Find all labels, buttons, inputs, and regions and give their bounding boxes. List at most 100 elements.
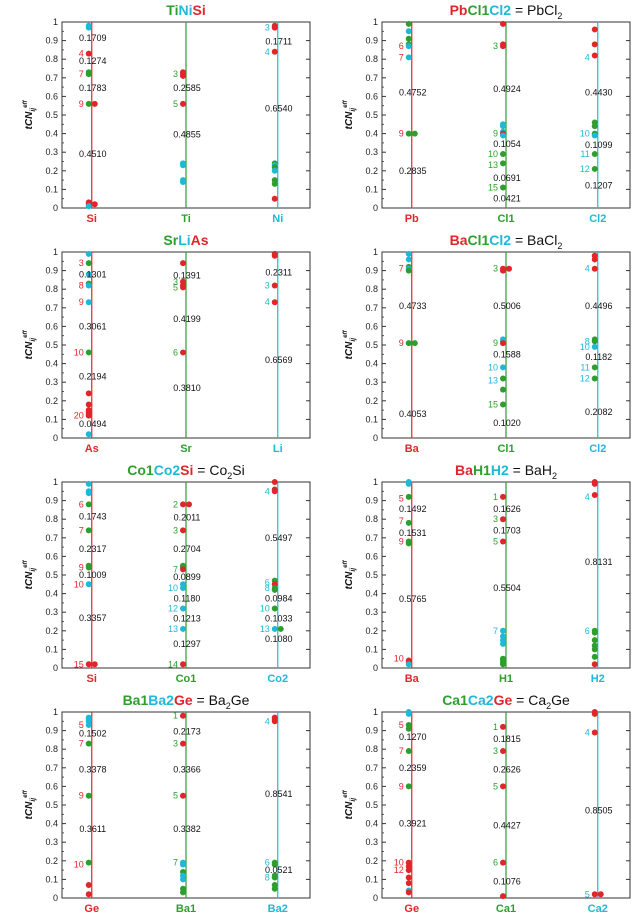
count-label: 4 <box>585 492 590 502</box>
y-axis-label-sup: eff <box>343 330 349 338</box>
y-axis-label-sup: eff <box>343 790 349 798</box>
data-point <box>405 867 412 874</box>
value-label: 0.0421 <box>493 194 521 204</box>
count-label: 5 <box>173 791 178 801</box>
chart-title-part: Si <box>180 462 194 478</box>
data-point <box>180 661 186 668</box>
data-point <box>405 748 412 755</box>
data-point <box>85 740 92 747</box>
data-point <box>85 271 92 278</box>
data-point <box>591 52 598 59</box>
count-label: 3 <box>493 41 498 51</box>
x-category-label: As <box>85 443 99 455</box>
data-point <box>405 250 412 257</box>
data-point <box>85 881 92 888</box>
count-label: 10 <box>580 342 590 352</box>
count-label: 1 <box>493 492 498 502</box>
count-label: 6 <box>265 577 270 587</box>
data-point <box>411 130 418 137</box>
y-tick-label: 0.2 <box>45 396 58 406</box>
y-tick-label: 0.6 <box>365 321 378 331</box>
y-tick-label: 0.4 <box>365 129 378 139</box>
data-point <box>271 180 278 187</box>
y-tick-label: 0.1 <box>45 414 58 424</box>
data-point <box>85 431 92 438</box>
x-category-label: Sr <box>180 443 192 455</box>
y-tick-label: 0.2 <box>45 856 58 866</box>
data-point <box>405 874 412 881</box>
data-point <box>91 100 98 107</box>
y-axis-label-sub: ij <box>350 107 357 112</box>
data-point <box>271 586 278 593</box>
chart-title: Ba1Ba2Ge = Ba2Ge <box>0 692 320 711</box>
value-label: 0.3611 <box>79 824 106 834</box>
data-point <box>405 43 412 50</box>
y-axis-label-sub: ij <box>30 107 37 112</box>
data-point <box>500 184 506 191</box>
value-label: 0.2626 <box>493 765 521 775</box>
y-axis-label-main: tCN <box>24 111 35 130</box>
value-label: 0.0984 <box>265 593 293 603</box>
data-point <box>271 252 278 259</box>
data-point <box>506 265 512 272</box>
chart-title-part: Co1 <box>127 462 154 478</box>
data-point <box>271 479 278 485</box>
x-category-label: Ba2 <box>268 903 288 915</box>
value-label: 0.1213 <box>173 614 201 624</box>
count-label: 7 <box>399 52 404 62</box>
count-label: 3 <box>265 280 270 290</box>
value-label: 0.4199 <box>173 314 201 324</box>
chart-title-part: Li <box>178 232 191 248</box>
data-point <box>271 299 278 306</box>
count-label: 13 <box>488 375 498 385</box>
chart-title-part: Co2 <box>153 462 181 478</box>
data-point <box>271 605 278 612</box>
y-tick-label: 0.8 <box>365 284 378 294</box>
value-label: 0.1180 <box>174 593 201 603</box>
y-tick-label: 0.6 <box>365 551 378 561</box>
data-point <box>405 35 412 42</box>
count-label: 12 <box>580 164 590 174</box>
x-category-label: Ca2 <box>588 903 608 915</box>
data-point <box>500 627 506 634</box>
chart-formula: = PbCl2 <box>511 2 562 21</box>
data-point <box>180 712 186 719</box>
y-tick-label: 0.8 <box>45 284 58 294</box>
value-label: 0.8541 <box>265 789 293 799</box>
y-tick-label: 0.7 <box>45 73 58 83</box>
value-label: 0.2359 <box>399 763 427 773</box>
chart-svg: 0 0.1 0.2 0.3 0.4 0.5 0.6 0.7 0.8 0.9 1 tCNijeff Ge 0… <box>23 707 311 915</box>
data-point <box>85 260 92 267</box>
value-label: 0.4496 <box>585 301 613 311</box>
value-label: 0.2704 <box>173 544 201 554</box>
chart-svg: 0 0.1 0.2 0.3 0.4 0.5 0.6 0.7 0.8 0.9 1 tCNijeff As 0… <box>23 247 311 455</box>
count-label: 3 <box>79 258 84 268</box>
count-label: 11 <box>580 149 589 159</box>
y-tick-label: 0.2 <box>365 166 378 176</box>
count-label: 10 <box>74 860 84 870</box>
chart-title-part: Ba <box>455 462 473 478</box>
value-label: 0.1743 <box>79 511 107 521</box>
chart-title-part: Cl2 <box>489 2 512 18</box>
value-label: 0.3921 <box>399 819 427 829</box>
y-tick-label: 0 <box>373 663 378 673</box>
data-point <box>180 861 186 868</box>
formula-subscript: 2 <box>227 470 233 481</box>
data-point <box>405 783 412 790</box>
chart-title-part: Ca2 <box>467 692 494 708</box>
data-point <box>500 640 506 647</box>
data-point <box>85 24 92 31</box>
formula-subscript: 2 <box>546 700 552 711</box>
data-point <box>271 24 278 31</box>
x-category-label: Cl2 <box>589 443 606 455</box>
x-category-label: Co2 <box>267 673 288 685</box>
value-label: 0.0691 <box>493 173 521 183</box>
data-point <box>500 748 506 755</box>
count-label: 10 <box>168 583 178 593</box>
formula-text: = BaCl <box>514 232 558 248</box>
y-tick-label: 0.2 <box>45 166 58 176</box>
chart-title-part: H1 <box>472 462 491 478</box>
chart-title: BaH1H2 = BaH2 <box>320 462 640 481</box>
formula-text: = Ba <box>196 692 226 708</box>
